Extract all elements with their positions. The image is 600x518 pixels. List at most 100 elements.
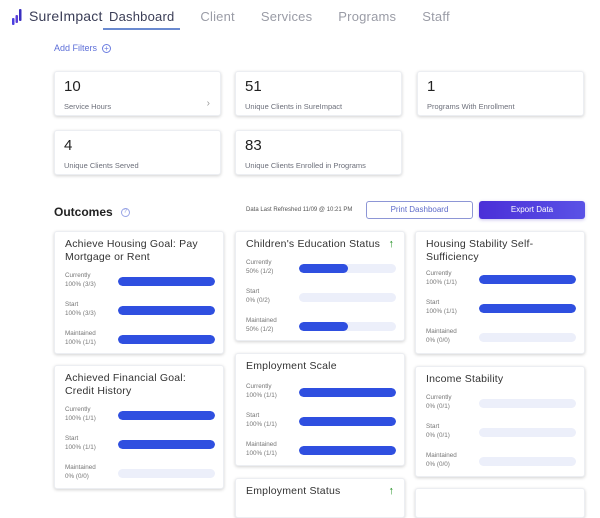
row-label: Currently 0% (0/1) <box>426 394 452 410</box>
progress-bar <box>479 428 576 437</box>
outcome-row-currently: Currently 100% (1/1) <box>426 270 576 290</box>
outcome-row-maintained: Maintained 0% (0/0) <box>426 328 576 348</box>
outcome-title: Achieved Financial Goal: Credit History <box>65 372 186 397</box>
sureimpact-logo-icon <box>12 9 22 25</box>
stat-card-service-hours[interactable]: 10 Service Hours › <box>54 71 221 116</box>
outcome-row-maintained: Maintained 50% (1/2) <box>246 317 396 337</box>
trend-up-arrow-icon: ↑ <box>388 238 395 250</box>
progress-bar <box>118 440 215 449</box>
stat-label: Service Hours <box>64 102 112 111</box>
row-label: Start 0% (0/1) <box>426 423 450 439</box>
progress-bar <box>118 306 215 315</box>
row-label: Start 100% (1/1) <box>65 435 96 451</box>
nav-tab-staff[interactable]: Staff <box>422 9 450 24</box>
outcome-row-start: Start 100% (3/3) <box>65 301 215 321</box>
outcome-card-housing-stability: Housing Stability Self-Sufficiency Curre… <box>415 231 585 354</box>
row-label: Maintained 100% (1/1) <box>246 441 277 457</box>
row-label: Maintained 0% (0/0) <box>426 328 457 344</box>
progress-bar <box>118 411 215 420</box>
outcome-row-currently: Currently 50% (1/2) <box>246 259 396 279</box>
progress-bar <box>118 277 215 286</box>
row-label: Currently 50% (1/2) <box>246 259 274 275</box>
row-label: Maintained 0% (0/0) <box>65 464 96 480</box>
question-circle-icon[interactable]: ? <box>120 207 130 217</box>
outcome-row-start: Start 100% (1/1) <box>246 412 396 432</box>
outcome-row-maintained: Maintained 100% (1/1) <box>246 441 396 461</box>
stat-value: 83 <box>245 137 262 154</box>
stat-label: Unique Clients Enrolled in Programs <box>245 161 366 170</box>
outcome-card-housing-goal: Achieve Housing Goal: Pay Mortgage or Re… <box>54 231 224 354</box>
progress-bar <box>299 322 396 331</box>
nav-tab-dashboard[interactable]: Dashboard <box>103 0 181 30</box>
outcome-card-employment-status: Employment Status ↑ <box>235 478 405 518</box>
row-label: Currently 100% (3/3) <box>65 272 96 288</box>
stat-value: 51 <box>245 78 262 95</box>
outcomes-heading: Outcomes ? <box>54 205 130 219</box>
outcome-title: Children's Education Status <box>246 238 381 250</box>
stat-value: 10 <box>64 78 81 95</box>
nav-tab-client[interactable]: Client <box>200 9 235 24</box>
row-label: Currently 100% (1/1) <box>426 270 457 286</box>
progress-bar <box>479 399 576 408</box>
nav-tab-programs[interactable]: Programs <box>338 9 397 24</box>
progress-bar <box>118 469 215 478</box>
row-label: Start 100% (3/3) <box>65 301 96 317</box>
outcome-row-start: Start 0% (0/1) <box>426 423 576 443</box>
row-label: Maintained 100% (1/1) <box>65 330 96 346</box>
outcome-row-maintained: Maintained 0% (0/0) <box>426 452 576 472</box>
chevron-right-icon: › <box>206 98 210 109</box>
trend-up-arrow-icon: ↑ <box>388 485 395 497</box>
stat-card-clients-enrolled: 83 Unique Clients Enrolled in Programs <box>235 130 402 175</box>
stat-value: 1 <box>427 78 436 95</box>
outcome-card-income-stability: Income Stability Currently 0% (0/1) Start… <box>415 366 585 477</box>
print-dashboard-button[interactable]: Print Dashboard <box>366 201 473 219</box>
outcome-title: Employment Status <box>246 485 341 497</box>
progress-bar <box>299 388 396 397</box>
top-nav-bar: SureImpact Dashboard Client Services Pro… <box>0 0 600 32</box>
outcome-row-currently: Currently 100% (3/3) <box>65 272 215 292</box>
outcome-row-currently: Currently 100% (1/1) <box>65 406 215 426</box>
stat-card-clients-served: 4 Unique Clients Served <box>54 130 221 175</box>
progress-bar <box>479 304 576 313</box>
outcome-card-partial <box>415 488 585 518</box>
outcome-title: Employment Scale <box>246 360 337 372</box>
export-data-button[interactable]: Export Data <box>479 201 585 219</box>
stat-value: 4 <box>64 137 73 154</box>
plus-circle-icon: + <box>102 43 112 53</box>
app-logo[interactable]: SureImpact <box>12 7 103 25</box>
outcome-row-maintained: Maintained 100% (1/1) <box>65 330 215 350</box>
row-label: Start 0% (0/2) <box>246 288 270 304</box>
progress-bar <box>118 335 215 344</box>
row-label: Start 100% (1/1) <box>246 412 277 428</box>
data-refreshed-text: Data Last Refreshed 11/09 @ 10:21 PM <box>246 207 353 213</box>
progress-bar <box>299 293 396 302</box>
row-label: Currently 100% (1/1) <box>65 406 96 422</box>
outcome-card-financial-goal: Achieved Financial Goal: Credit History … <box>54 365 224 489</box>
app-name: SureImpact <box>29 8 103 24</box>
outcome-row-currently: Currently 100% (1/1) <box>246 383 396 403</box>
row-label: Maintained 0% (0/0) <box>426 452 457 468</box>
outcome-card-childrens-education: Children's Education Status ↑ Currently 5… <box>235 231 405 341</box>
row-label: Currently 100% (1/1) <box>246 383 277 399</box>
outcome-title: Achieve Housing Goal: Pay Mortgage or Re… <box>65 238 198 263</box>
stat-label: Unique Clients Served <box>64 161 139 170</box>
nav-tab-services[interactable]: Services <box>260 9 313 24</box>
progress-bar <box>299 264 396 273</box>
outcome-row-start: Start 100% (1/1) <box>426 299 576 319</box>
add-filters-button[interactable]: Add Filters + <box>54 43 112 53</box>
stat-card-programs-enrollment: 1 Programs With Enrollment <box>417 71 584 116</box>
progress-bar <box>299 417 396 426</box>
progress-bar <box>479 333 576 342</box>
outcome-row-currently: Currently 0% (0/1) <box>426 394 576 414</box>
outcome-row-start: Start 0% (0/2) <box>246 288 396 308</box>
add-filters-label: Add Filters <box>54 43 98 53</box>
stat-label: Programs With Enrollment <box>427 102 515 111</box>
outcome-row-maintained: Maintained 0% (0/0) <box>65 464 215 484</box>
main-nav: Dashboard Client Services Programs Staff <box>103 0 470 32</box>
outcome-row-start: Start 100% (1/1) <box>65 435 215 455</box>
outcomes-title: Outcomes <box>54 205 113 219</box>
stat-card-unique-clients: 51 Unique Clients in SureImpact <box>235 71 402 116</box>
row-label: Maintained 50% (1/2) <box>246 317 277 333</box>
outcome-title: Housing Stability Self-Sufficiency <box>426 238 534 263</box>
outcome-card-employment-scale: Employment Scale Currently 100% (1/1) Sta… <box>235 353 405 466</box>
